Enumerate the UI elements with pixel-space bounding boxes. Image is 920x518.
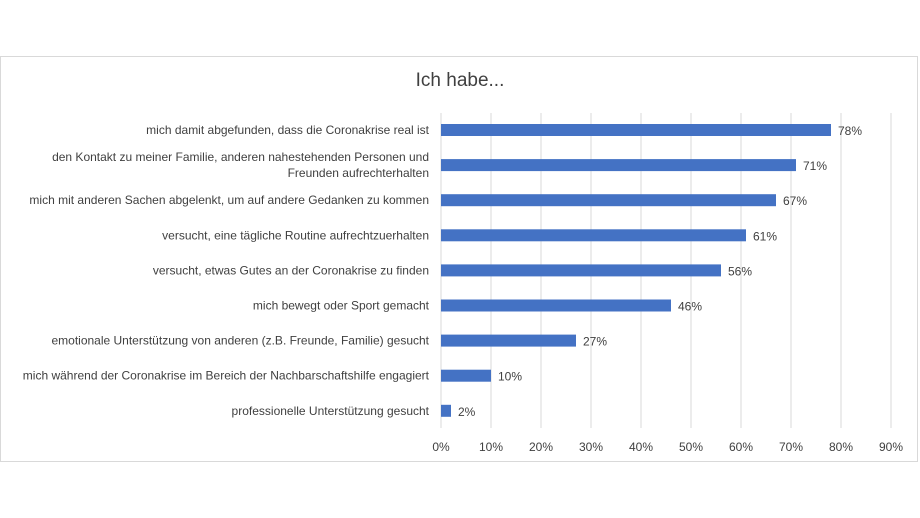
bar	[441, 334, 576, 347]
data-label: 2%	[458, 405, 476, 419]
x-tick-label: 50%	[679, 440, 703, 454]
category-label: mich mit anderen Sachen abgelenkt, um au…	[29, 193, 429, 207]
x-tick-label: 40%	[629, 440, 653, 454]
category-label: mich während der Coronakrise im Bereich …	[23, 369, 430, 383]
data-label: 27%	[583, 335, 607, 349]
bar	[441, 194, 776, 207]
category-label: den Kontakt zu meiner Familie, anderen n…	[52, 150, 429, 164]
category-label: professionelle Unterstützung gesucht	[232, 404, 430, 418]
data-label: 46%	[678, 300, 702, 314]
bar	[441, 299, 671, 312]
data-label: 56%	[728, 264, 752, 278]
category-label: versucht, eine tägliche Routine aufrecht…	[162, 228, 429, 242]
category-label: versucht, etwas Gutes an der Coronakrise…	[153, 263, 429, 277]
category-label: Freunden aufrechterhalten	[288, 166, 429, 180]
x-tick-label: 20%	[529, 440, 553, 454]
chart-title: Ich habe...	[415, 70, 505, 91]
category-label: mich bewegt oder Sport gemacht	[253, 299, 430, 313]
data-label: 78%	[838, 124, 862, 138]
bar	[441, 124, 831, 136]
chart-frame	[0, 56, 918, 462]
x-tick-label: 0%	[432, 440, 450, 454]
x-tick-label: 80%	[829, 440, 853, 454]
x-tick-label: 10%	[479, 440, 503, 454]
x-tick-label: 70%	[779, 440, 803, 454]
x-tick-label: 60%	[729, 440, 753, 454]
x-tick-label: 30%	[579, 440, 603, 454]
bar	[441, 369, 491, 382]
data-label: 71%	[803, 159, 827, 173]
bar	[441, 404, 451, 417]
bar	[441, 264, 721, 277]
x-tick-label: 90%	[879, 440, 903, 454]
category-label: emotionale Unterstützung von anderen (z.…	[51, 334, 429, 348]
data-label: 61%	[753, 229, 777, 243]
bar	[441, 229, 746, 242]
data-label: 10%	[498, 370, 522, 384]
bar	[441, 159, 796, 172]
data-label: 67%	[783, 194, 807, 208]
category-label: mich damit abgefunden, dass die Coronakr…	[146, 123, 429, 137]
